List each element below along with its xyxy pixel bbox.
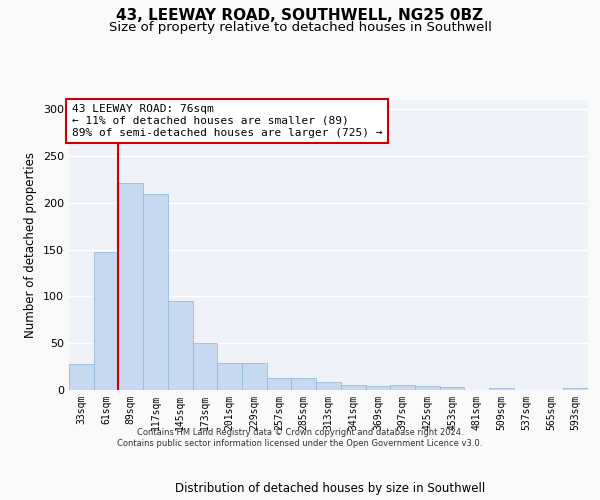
Bar xyxy=(69,364,94,390)
Bar xyxy=(217,363,242,390)
Bar xyxy=(563,388,588,390)
Bar xyxy=(292,378,316,390)
Bar xyxy=(267,378,292,390)
Bar xyxy=(168,301,193,390)
Bar xyxy=(341,386,365,390)
Text: 43 LEEWAY ROAD: 76sqm
← 11% of detached houses are smaller (89)
89% of semi-deta: 43 LEEWAY ROAD: 76sqm ← 11% of detached … xyxy=(71,104,382,138)
Bar xyxy=(489,388,514,390)
Bar xyxy=(365,386,390,390)
Bar xyxy=(94,252,118,390)
Bar xyxy=(415,386,440,390)
Text: Contains HM Land Registry data © Crown copyright and database right 2024.
Contai: Contains HM Land Registry data © Crown c… xyxy=(118,428,482,448)
Y-axis label: Number of detached properties: Number of detached properties xyxy=(25,152,37,338)
Bar xyxy=(440,387,464,390)
Text: Size of property relative to detached houses in Southwell: Size of property relative to detached ho… xyxy=(109,21,491,34)
Bar xyxy=(143,194,168,390)
Text: Distribution of detached houses by size in Southwell: Distribution of detached houses by size … xyxy=(175,482,485,495)
Bar xyxy=(390,386,415,390)
Bar xyxy=(118,184,143,390)
Text: 43, LEEWAY ROAD, SOUTHWELL, NG25 0BZ: 43, LEEWAY ROAD, SOUTHWELL, NG25 0BZ xyxy=(116,8,484,22)
Bar xyxy=(193,343,217,390)
Bar xyxy=(316,382,341,390)
Bar xyxy=(242,363,267,390)
